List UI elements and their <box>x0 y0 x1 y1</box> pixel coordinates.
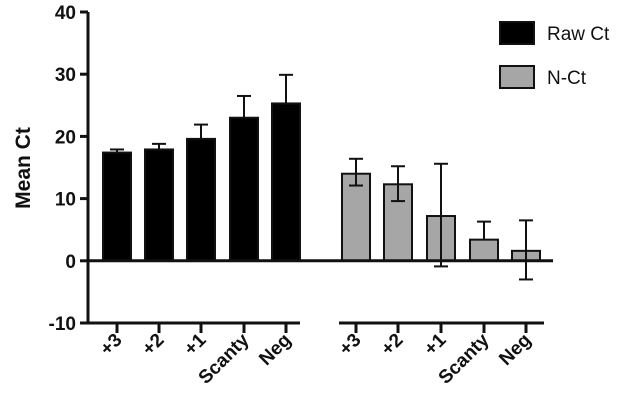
x-tick-label: +1 <box>180 329 210 359</box>
bar <box>229 116 259 262</box>
x-tick-label: +2 <box>138 330 168 360</box>
y-tick-label: 40 <box>55 3 76 24</box>
y-tick-label: 10 <box>55 190 76 211</box>
x-tick-label: +2 <box>377 330 407 360</box>
legend-label: N-Ct <box>547 68 587 89</box>
x-tick-label: +1 <box>420 329 450 359</box>
x-tick-label: +3 <box>96 330 126 360</box>
y-tick-label: -10 <box>49 314 76 335</box>
bar <box>186 137 216 262</box>
legend-swatch <box>499 65 535 89</box>
bar <box>271 102 301 262</box>
bar <box>469 238 499 262</box>
bar <box>341 172 371 262</box>
y-axis-title: Mean Ct <box>12 127 35 209</box>
y-tick-label: 30 <box>55 65 76 86</box>
bar <box>144 148 174 262</box>
y-tick-label: 20 <box>55 127 76 148</box>
legend-label: Raw Ct <box>547 24 610 45</box>
y-axis: -10 0 10 20 30 40 <box>49 3 90 335</box>
x-tick-label: Neg <box>495 330 535 370</box>
bars <box>102 73 541 281</box>
x-tick-label: +3 <box>335 330 365 360</box>
legend-swatch <box>499 21 535 45</box>
x-tick-label: Neg <box>255 330 295 370</box>
y-tick-label: 0 <box>65 252 76 273</box>
bar <box>102 151 132 262</box>
legend: Raw Ct N-Ct <box>499 21 610 89</box>
